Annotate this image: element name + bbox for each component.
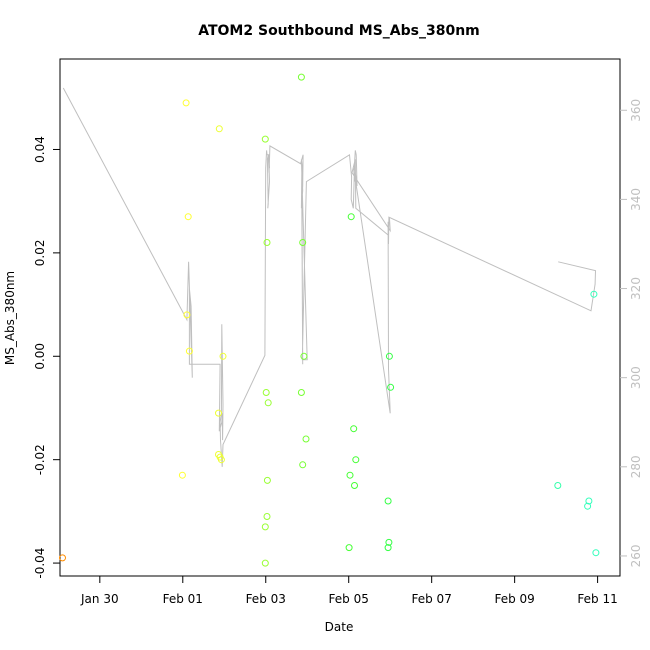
data-point [182,99,190,107]
data-point [350,425,358,433]
data-point [352,456,360,464]
data-point [592,549,600,557]
data-point [217,456,225,464]
data-point [585,497,593,505]
y-axis: -0.04 -0.02 0.00 0.02 0.04 [33,136,60,579]
data-point [384,544,392,552]
y2-tick-label: 300 [629,366,643,389]
data-point [178,471,186,479]
data-point [215,125,223,133]
y-tick-label: 0.02 [33,240,47,267]
data-point [300,352,308,360]
y2-tick-label: 280 [629,455,643,478]
x-tick-label: Feb 03 [246,592,286,606]
data-point [183,311,191,319]
data-point [261,523,269,531]
data-point [351,482,358,489]
y2-axis: 260 280 300 320 340 360 [620,99,643,567]
plot-area-frame [59,58,621,577]
x-tick-label: Feb 11 [577,592,617,606]
y2-series-line [62,87,597,467]
data-point [302,435,310,443]
data-point [584,502,592,510]
data-point [219,352,227,360]
data-point [261,135,269,143]
data-point [263,239,271,246]
data-point [185,347,193,355]
data-point [263,476,271,484]
data-point [59,554,66,562]
y2-tick-label: 360 [629,99,643,122]
data-point [384,497,392,505]
data-point [264,399,272,407]
data-point [385,538,393,546]
y-tick-label: 0.00 [33,343,47,370]
x-tick-label: Jan 30 [80,592,119,606]
x-axis: Jan 30 Feb 01 Feb 03 Feb 05 Feb 07 Feb 09 Feb … [80,576,618,606]
data-point [590,290,598,298]
x-tick-label: Feb 07 [412,592,452,606]
y2-tick-label: 320 [629,277,643,300]
y-tick-label: -0.02 [33,444,47,475]
x-tick-label: Feb 05 [329,592,369,606]
data-point [299,239,307,246]
data-point [346,471,354,479]
data-point [345,544,353,552]
data-point [263,513,271,520]
data-point [297,73,305,81]
data-point [262,389,270,396]
x-axis-label: Date [325,620,354,634]
y-axis-label: MS_Abs_380nm [3,271,17,365]
y-tick-label: 0.04 [33,136,47,163]
y2-tick-label: 260 [629,544,643,567]
y-tick-label: -0.04 [33,548,47,579]
data-point [184,213,192,221]
y2-tick-label: 340 [629,188,643,211]
data-point [261,559,269,567]
data-point [299,461,307,469]
data-point [387,383,395,391]
data-point [554,482,562,489]
chart-title: ATOM2 Southbound MS_Abs_380nm [198,23,480,39]
data-point [385,352,393,360]
x-tick-label: Feb 09 [494,592,534,606]
y2-line-series [62,87,597,467]
data-point [215,409,222,417]
data-point [347,213,355,221]
x-tick-label: Feb 01 [163,592,203,606]
scatter-points [59,73,600,567]
data-point [297,389,305,396]
